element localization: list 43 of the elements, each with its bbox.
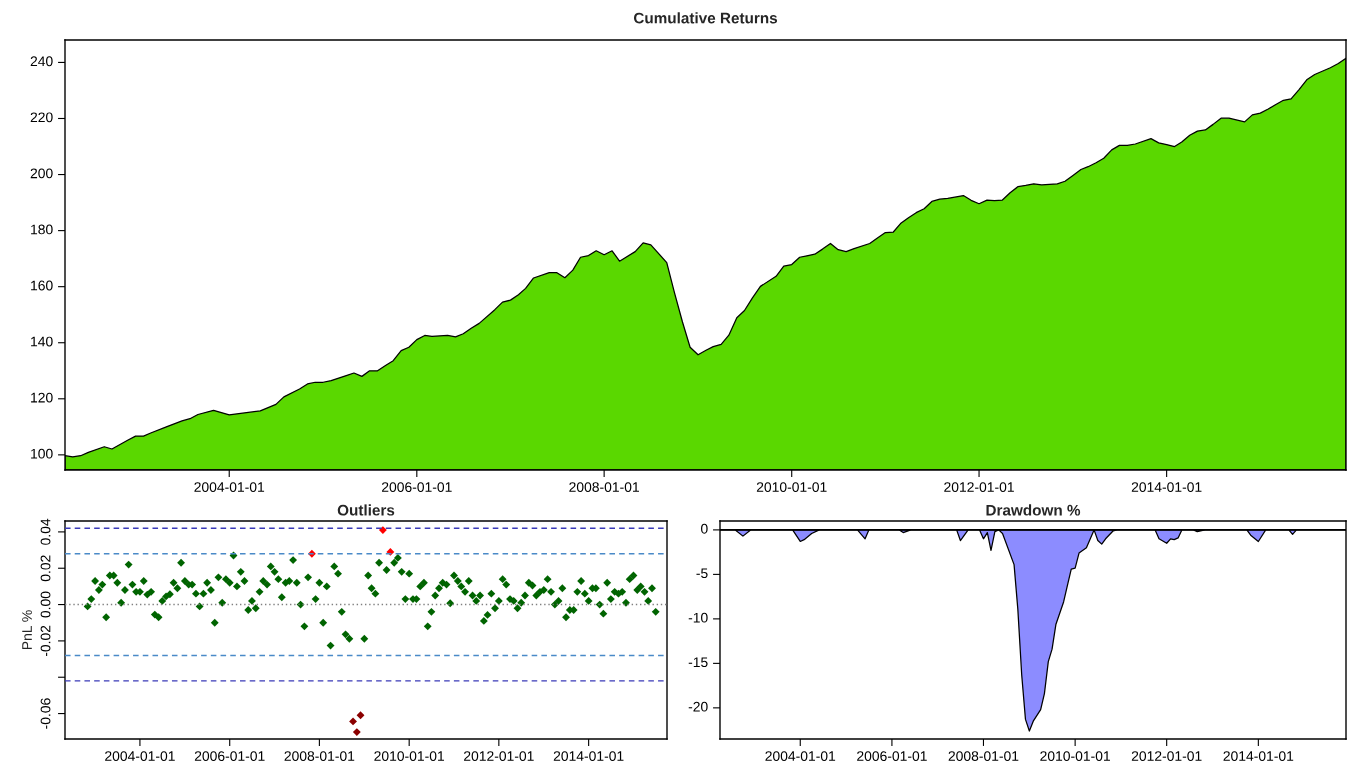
- x-tick-label: 2004-01-01: [105, 751, 175, 762]
- y-tick-label: 0.04: [40, 518, 51, 545]
- chart-title: Outliers: [337, 504, 395, 516]
- point: [356, 711, 365, 720]
- y-tick-label: -15: [688, 657, 708, 668]
- x-tick-label: 2012-01-01: [464, 751, 534, 762]
- x-tick-label: 2006-01-01: [857, 751, 927, 762]
- x-tick-label: 2008-01-01: [284, 751, 355, 762]
- chart-title: Cumulative Returns: [633, 12, 778, 24]
- y-tick-label: 0.02: [40, 555, 51, 582]
- x-tick-label: 2012-01-01: [944, 482, 1014, 493]
- x-tick-label: 2014-01-01: [553, 751, 624, 762]
- x-tick-label: 2004-01-01: [194, 482, 265, 493]
- y-axis-title: PnL %: [22, 610, 32, 650]
- y-tick-label: 180: [31, 224, 53, 235]
- y-tick-label: -5: [696, 568, 708, 579]
- x-tick-label: 2008-01-01: [569, 482, 639, 493]
- x-tick-label: 2014-01-01: [1131, 482, 1202, 493]
- y-tick-label: 220: [30, 112, 53, 123]
- y-tick-label: 240: [30, 56, 53, 67]
- y-tick-label: 140: [31, 336, 53, 347]
- y-tick-label: -0.02: [40, 625, 51, 657]
- y-tick-label: 0: [701, 523, 708, 534]
- y-tick-label: -20: [688, 701, 708, 712]
- x-tick-label: 2010-01-01: [756, 482, 827, 493]
- y-tick-label: -10: [688, 612, 708, 623]
- x-tick-label: 2006-01-01: [381, 482, 452, 493]
- x-tick-label: 2008-01-01: [948, 751, 1019, 762]
- chart-title: Drawdown %: [986, 504, 1081, 516]
- y-tick-label: 160: [31, 280, 53, 291]
- x-tick-label: 2012-01-01: [1131, 751, 1202, 762]
- x-tick-label: 2010-01-01: [374, 751, 445, 762]
- x-tick-label: 2014-01-01: [1223, 751, 1294, 762]
- x-tick-label: 2006-01-01: [194, 751, 265, 762]
- y-tick-label: 0.00: [40, 591, 51, 618]
- point: [352, 728, 361, 737]
- y-tick-label: -0.06: [40, 698, 51, 729]
- x-tick-label: 2004-01-01: [765, 751, 836, 762]
- y-tick-label: 120: [31, 392, 53, 403]
- y-tick-label: 200: [30, 168, 53, 179]
- point: [349, 717, 357, 726]
- y-tick-label: 100: [31, 448, 53, 459]
- x-tick-label: 2010-01-01: [1040, 751, 1110, 762]
